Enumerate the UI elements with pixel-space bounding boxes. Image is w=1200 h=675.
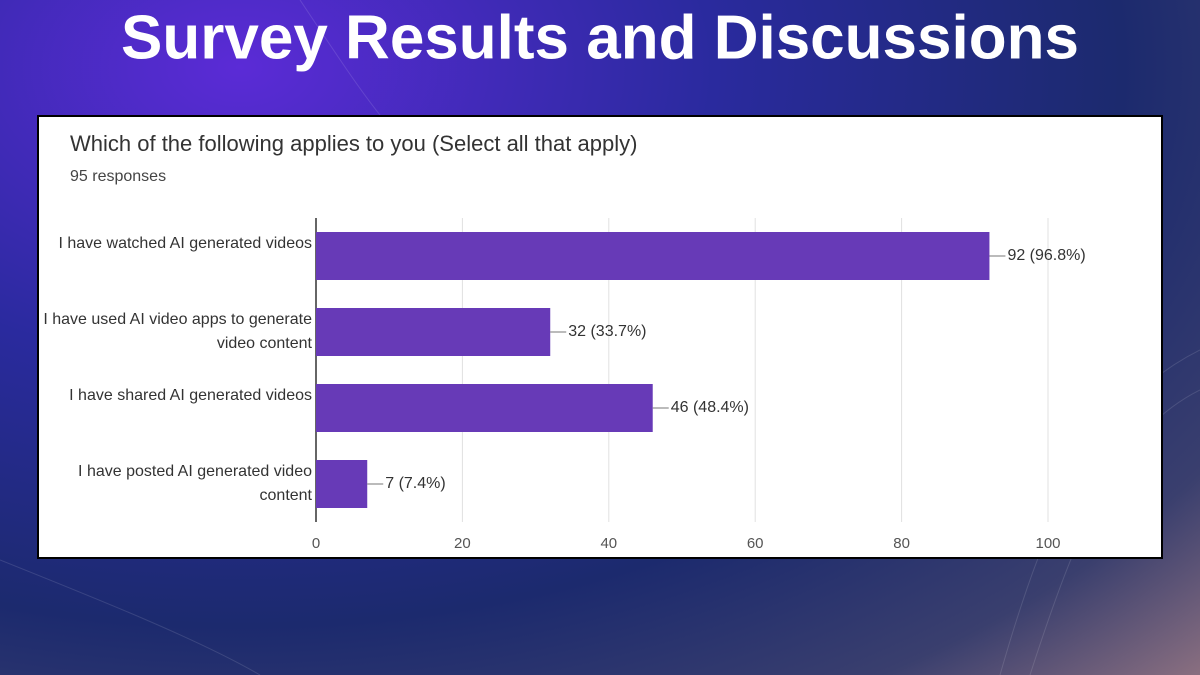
y-tick-label: I have used AI video apps to generate vi… xyxy=(43,311,312,352)
x-tick-label: 0 xyxy=(312,535,320,552)
chart-panel xyxy=(37,115,1163,559)
y-tick-label: I have shared AI generated videos xyxy=(69,387,312,404)
data-label: 7 (7.4%) xyxy=(385,475,445,492)
bar xyxy=(316,384,653,432)
data-label: 46 (48.4%) xyxy=(671,399,749,416)
bar xyxy=(316,232,990,280)
y-tick-label: I have watched AI generated videos xyxy=(58,235,312,252)
chart-title: Which of the following applies to you (S… xyxy=(70,131,637,156)
slide-title: Survey Results and Discussions xyxy=(121,3,1079,72)
x-tick-label: 100 xyxy=(1035,535,1060,552)
data-label: 92 (96.8%) xyxy=(1007,247,1085,264)
bar xyxy=(316,308,551,356)
x-tick-label: 80 xyxy=(893,535,910,552)
deco xyxy=(0,559,261,675)
chart-subtitle: 95 responses xyxy=(70,168,166,185)
y-tick-label: I have posted AI generated video content xyxy=(78,463,312,504)
bar xyxy=(316,460,368,508)
deco xyxy=(299,0,381,116)
x-tick-label: 60 xyxy=(747,535,764,552)
data-label: 32 (33.7%) xyxy=(568,323,646,340)
x-tick-label: 40 xyxy=(600,535,617,552)
x-tick-label: 20 xyxy=(454,535,471,552)
